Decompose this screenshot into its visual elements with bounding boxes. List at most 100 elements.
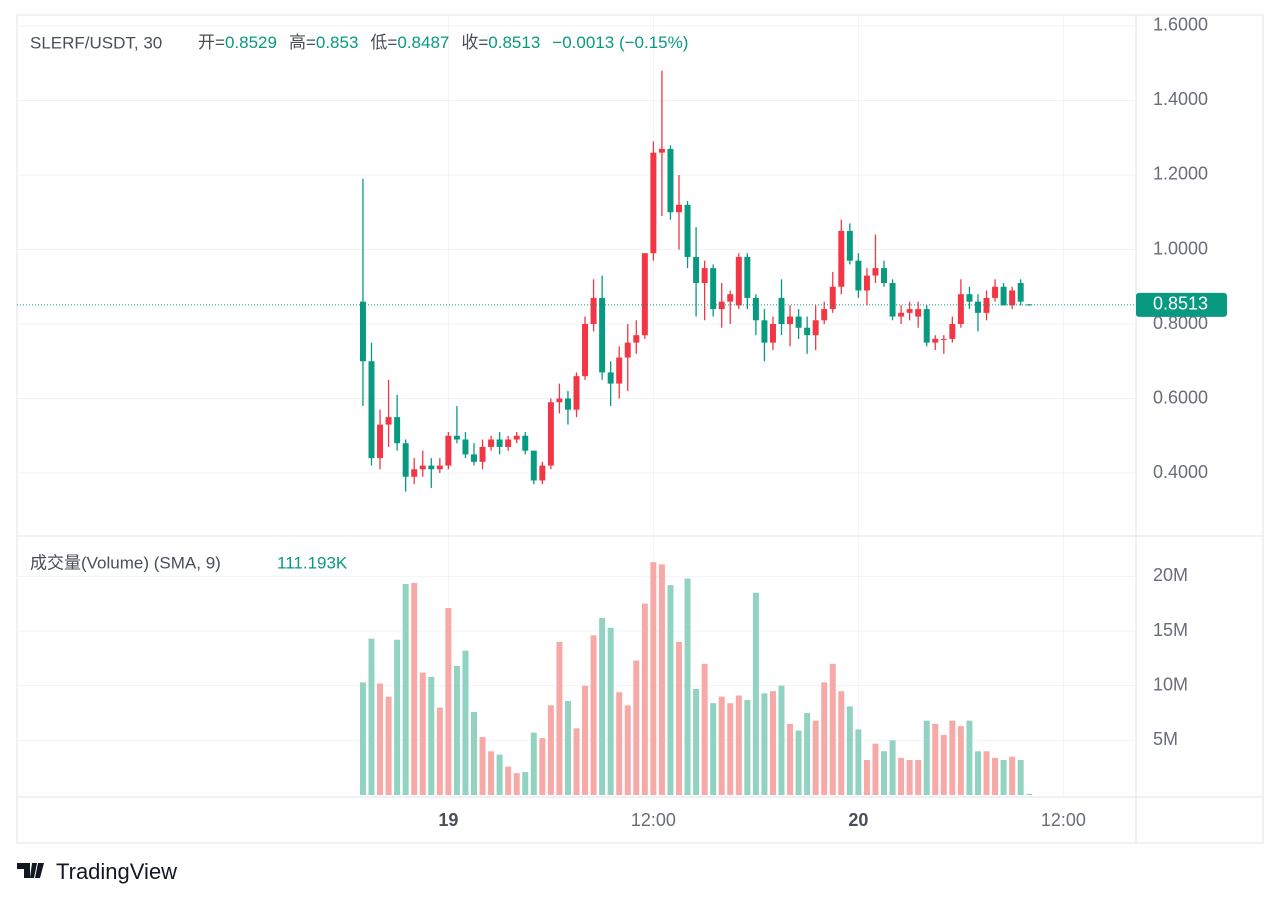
candle-body bbox=[752, 297, 759, 321]
volume-bar bbox=[795, 730, 802, 795]
candle-body bbox=[966, 294, 973, 302]
legend-value: 0.8513 bbox=[488, 33, 540, 52]
candle-body bbox=[633, 335, 640, 343]
candle-body bbox=[496, 439, 503, 447]
candle-body bbox=[881, 268, 888, 284]
candle-body bbox=[402, 443, 409, 477]
x-tick-label: 19 bbox=[438, 810, 458, 830]
candle-body bbox=[718, 301, 725, 310]
candle-body bbox=[932, 338, 939, 343]
candle-body bbox=[530, 450, 537, 481]
legend-label: 高= bbox=[289, 33, 316, 52]
y-tick-label: 15M bbox=[1153, 620, 1188, 640]
volume-bar bbox=[992, 757, 999, 795]
volume-bar bbox=[863, 760, 870, 795]
candle-body bbox=[821, 309, 828, 321]
volume-bar bbox=[419, 672, 426, 795]
candle-body bbox=[727, 294, 734, 302]
candle-body bbox=[590, 297, 597, 325]
volume-bar bbox=[778, 685, 785, 795]
candle-body bbox=[479, 446, 486, 462]
candle-body bbox=[624, 342, 631, 358]
candle-body bbox=[829, 286, 836, 310]
legend-label: 开= bbox=[198, 33, 225, 52]
volume-bar bbox=[940, 734, 947, 795]
candle-body bbox=[684, 204, 691, 257]
volume-bar bbox=[436, 707, 443, 795]
volume-bar bbox=[650, 562, 657, 795]
candle-body bbox=[556, 398, 563, 403]
volume-bar bbox=[923, 720, 930, 795]
sma-value: 111.193K bbox=[277, 553, 348, 572]
y-tick-label: 1.6000 bbox=[1153, 15, 1208, 35]
volume-bar bbox=[838, 691, 845, 795]
volume-bar bbox=[855, 729, 862, 795]
candle-body bbox=[436, 465, 443, 470]
candle-body bbox=[863, 275, 870, 291]
volume-bar bbox=[889, 740, 896, 795]
brand: TradingView bbox=[56, 859, 177, 884]
candle-body bbox=[394, 417, 401, 444]
volume-bar bbox=[539, 738, 546, 795]
candle-body bbox=[573, 376, 580, 410]
ohlc-legend: 开=0.8529 高=0.853 低=0.8487 收=0.8513 −0.0013 (… bbox=[198, 33, 688, 52]
volume-bar bbox=[872, 743, 879, 795]
volume-bar bbox=[906, 760, 913, 795]
volume-bar bbox=[667, 585, 674, 795]
candle-body bbox=[735, 256, 742, 306]
candle-body bbox=[957, 294, 964, 325]
candle-body bbox=[377, 424, 384, 459]
volume-bar bbox=[453, 666, 460, 795]
volume-bar bbox=[932, 723, 939, 795]
volume-bar bbox=[915, 760, 922, 795]
frame bbox=[16, 14, 1264, 844]
volume-bar bbox=[898, 757, 905, 795]
volume-bar bbox=[556, 641, 563, 795]
candle-body bbox=[1017, 283, 1024, 302]
candle-body bbox=[693, 256, 700, 284]
candle-body bbox=[872, 268, 879, 276]
volume-bar bbox=[359, 682, 366, 795]
volume-bar bbox=[949, 720, 956, 795]
volume-bar bbox=[428, 676, 435, 795]
volume-bar bbox=[1017, 760, 1024, 795]
volume-bar bbox=[735, 695, 742, 795]
candle-body bbox=[488, 439, 495, 447]
candle-body bbox=[898, 312, 905, 317]
volume-bar bbox=[744, 699, 751, 795]
volume-bar bbox=[377, 683, 384, 795]
candle-body bbox=[385, 417, 392, 425]
candle-body bbox=[368, 361, 375, 459]
candle-body bbox=[974, 301, 981, 313]
volume-bar bbox=[804, 713, 811, 795]
volume-bar bbox=[701, 663, 708, 795]
candle-body bbox=[513, 435, 520, 440]
legend-label: 低= bbox=[370, 33, 397, 52]
volume-bar bbox=[846, 706, 853, 795]
volume-bar bbox=[787, 723, 794, 795]
volume-bar bbox=[488, 751, 495, 795]
legend-value: 0.853 bbox=[316, 33, 359, 52]
volume-bar bbox=[966, 720, 973, 795]
candle-body bbox=[923, 309, 930, 343]
y-tick-label: 20M bbox=[1153, 565, 1188, 585]
logo: TradingView bbox=[17, 859, 177, 884]
candle-body bbox=[667, 148, 674, 213]
volume-bar bbox=[624, 705, 631, 795]
candle-body bbox=[419, 465, 426, 470]
legend-label: 收= bbox=[461, 33, 488, 52]
candle-body bbox=[795, 316, 802, 328]
candle-body bbox=[838, 230, 845, 287]
candle-body bbox=[607, 372, 614, 384]
volume-bar bbox=[761, 693, 768, 795]
change-label: −0.0013 (−0.15%) bbox=[552, 33, 688, 52]
candle-body bbox=[505, 439, 512, 447]
candle-body bbox=[915, 309, 922, 317]
candle-body bbox=[804, 327, 811, 336]
volume-bar bbox=[710, 703, 717, 795]
candle-body bbox=[1026, 304, 1033, 306]
legend-value: 0.8529 bbox=[225, 33, 277, 52]
volume-bar bbox=[676, 641, 682, 795]
volume-bar bbox=[530, 732, 537, 795]
candle-body bbox=[701, 268, 708, 284]
